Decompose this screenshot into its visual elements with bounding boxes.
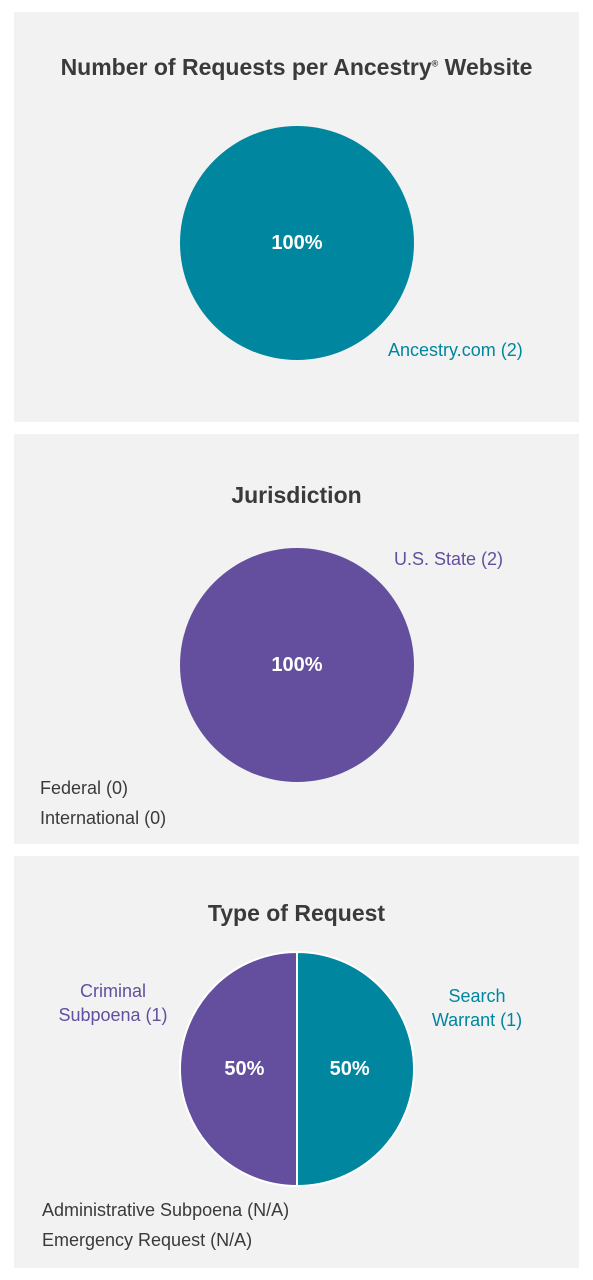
slice-label-us-state: U.S. State (2) [394,549,504,569]
pie-slice-criminal-subpoena [179,950,298,1188]
pie-slice-ancestry-com [180,126,414,360]
zero-label-international: International (0) [40,808,167,828]
pie-chart-request-type: 50% 50% [179,950,415,1188]
zero-label-emergency-request: Emergency Request (N/A) [42,1230,253,1250]
chart-title: Jurisdiction [231,482,362,508]
zero-label-federal: Federal (0) [40,778,129,798]
pie-percent-label-search-warrant: 50% [330,1058,370,1080]
pie-percent-label-criminal-subpoena: 50% [224,1058,264,1080]
zero-label-administrative-subpoena: Administrative Subpoena (N/A) [42,1200,290,1220]
pie-chart-jurisdiction: 100% [180,548,414,782]
chart-panel-websites: Number of Requests per Ancestry® Website… [14,12,579,422]
chart-title: Number of Requests per Ancestry® Website [60,54,533,80]
pie-slice-u-s-state [180,548,414,782]
pie-percent-label-ancestry-com: 100% [271,232,322,254]
slice-label-ancestry-com: Ancestry.com (2) [388,340,523,360]
pie-percent-label-u-s-state: 100% [271,654,322,676]
pie-slice-search-warrant [296,950,415,1188]
registered-mark: ® [431,58,439,69]
pie-chart-websites: 100% [180,126,414,360]
chart-panel-jurisdiction: Jurisdiction 100% U.S. State (2) Federal… [14,434,579,844]
chart-title: Type of Request [207,900,386,926]
chart-panel-request-type: Type of Request 50% 50% Search Warrant (1… [14,856,579,1268]
slice-label-criminal-subpoena: Criminal Subpoena (1) [58,981,168,1025]
slice-label-search-warrant: Search Warrant (1) [431,986,523,1030]
